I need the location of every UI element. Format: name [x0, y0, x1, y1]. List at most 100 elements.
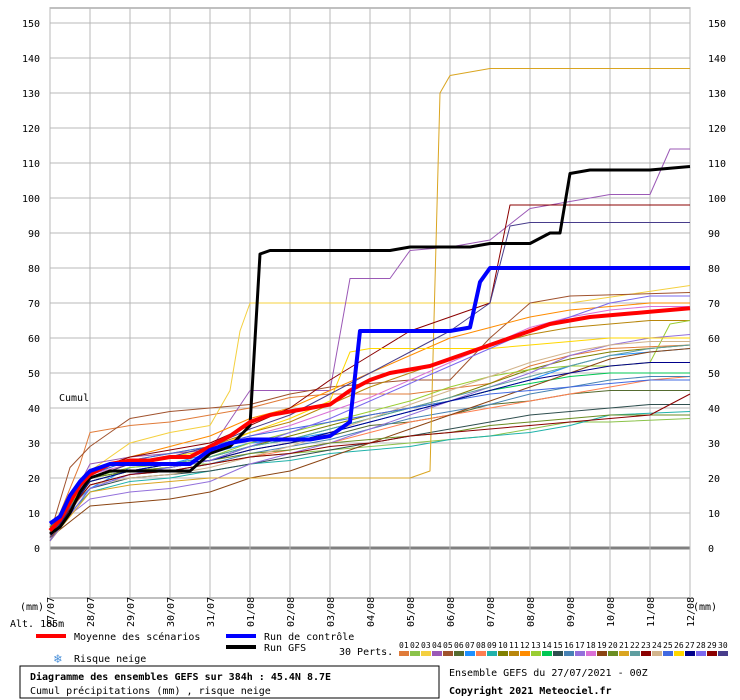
series-line-25 [49, 379, 690, 535]
y-tick-label-left: 30 [28, 439, 40, 450]
altitude-label: Alt. 185m [10, 619, 64, 630]
x-tick-label: 07/08 [486, 597, 497, 627]
series-line-23 [49, 204, 690, 531]
member-legend-swatch [542, 651, 552, 656]
member-legend-number: 28 [696, 641, 706, 650]
y-tick-label-left: 90 [28, 229, 40, 240]
y-tick-label-right: 70 [708, 299, 720, 310]
member-legend-number: 07 [465, 641, 475, 650]
member-legend-swatch [553, 651, 563, 656]
member-legend-swatch [707, 651, 717, 656]
legend-perts-label: 30 Perts. [339, 647, 393, 658]
member-legend-number: 09 [487, 641, 497, 650]
member-legend-swatch [443, 651, 453, 656]
copyright: Copyright 2021 Meteociel.fr [449, 685, 612, 697]
y-tick-label-right: 130 [708, 89, 726, 100]
y-tick-label-left: 0 [34, 544, 40, 555]
member-legend-swatch [564, 651, 574, 656]
info-box [19, 665, 440, 699]
member-legend-swatch [509, 651, 519, 656]
y-tick-label-right: 120 [708, 124, 726, 135]
member-legend-swatch [586, 651, 596, 656]
series-line-moyenne-des-sc-narios [48, 306, 691, 532]
y-tick-label-right: 50 [708, 369, 720, 380]
legend-control-label: Run de contrôle [264, 631, 354, 643]
x-tick-label: 02/08 [286, 597, 297, 627]
legend-gfs-label: Run GFS [264, 643, 306, 654]
x-tick-label: 06/08 [446, 597, 457, 627]
series-line-20 [49, 414, 690, 528]
member-legend-number: 12 [520, 641, 530, 650]
x-tick-label: 30/07 [166, 597, 177, 627]
member-legend-number: 22 [630, 641, 640, 650]
member-legend-swatch [410, 651, 420, 656]
member-legend-swatch [696, 651, 706, 656]
y-tick-label-right: 140 [708, 54, 726, 65]
member-legend-number: 26 [674, 641, 684, 650]
x-tick-label: 08/08 [526, 597, 537, 627]
y-tick-label-right: 0 [708, 544, 714, 555]
series-line-04 [49, 148, 690, 542]
y-tick-label-right: 40 [708, 404, 720, 415]
member-legend-number: 16 [564, 641, 574, 650]
member-legend-swatch [608, 651, 618, 656]
member-legend-number: 17 [575, 641, 585, 650]
series-line-05 [49, 292, 691, 535]
snowflake-icon: ❄ [53, 652, 62, 667]
x-tick-label: 11/08 [646, 597, 657, 627]
member-legend-swatch [487, 651, 497, 656]
member-legend-swatch [685, 651, 695, 656]
series-line-01 [49, 344, 691, 538]
member-legend-swatch [399, 651, 409, 656]
y-tick-label-right: 30 [708, 439, 720, 450]
member-legend-number: 20 [608, 641, 618, 650]
x-tick-label: 09/08 [566, 597, 577, 627]
member-legend-number: 18 [586, 641, 596, 650]
y-tick-label-right: 150 [708, 19, 726, 30]
series-line-run-de-contr-le [48, 266, 690, 526]
y-tick-label-left: 130 [22, 89, 40, 100]
member-legend-swatch [652, 651, 662, 656]
series-line-21 [49, 68, 690, 542]
y-tick-label-left: 80 [28, 264, 40, 275]
member-legend-number: 01 [399, 641, 409, 650]
y-tick-label-left: 60 [28, 334, 40, 345]
y-tick-label-left: 100 [22, 194, 40, 205]
member-legend-swatch [641, 651, 651, 656]
member-legend-number: 23 [641, 641, 651, 650]
y-tick-label-left: 50 [28, 369, 40, 380]
y-tick-label-right: 100 [708, 194, 726, 205]
member-legend: 01 02 03 04 05 06 07 08 09 10 11 12 13 14 15 16 17 18 19 20… [399, 641, 728, 656]
member-legend-swatch [531, 651, 541, 656]
x-tick-label: 03/08 [326, 597, 337, 627]
member-legend-swatch [674, 651, 684, 656]
member-legend-number: 25 [663, 641, 673, 650]
y-tick-label-left: 120 [22, 124, 40, 135]
member-legend-swatch [465, 651, 475, 656]
x-tick-label: 01/08 [246, 597, 257, 627]
y-tick-label-right: 20 [708, 474, 720, 485]
member-legend-number: 27 [685, 641, 695, 650]
series-line-27 [49, 362, 690, 538]
y-tick-label-right: 10 [708, 509, 720, 520]
member-legend-number: 02 [410, 641, 420, 650]
member-legend-number: 15 [553, 641, 563, 650]
member-legend-number: 11 [509, 641, 519, 650]
member-legend-number: 10 [498, 641, 508, 650]
x-tick-label: 05/08 [406, 597, 417, 627]
y-tick-label-right: 80 [708, 264, 720, 275]
series-line-24 [49, 341, 690, 538]
member-legend-swatch [630, 651, 640, 656]
series-lines [48, 68, 691, 542]
member-legend-number: 13 [531, 641, 541, 650]
member-legend-swatch [432, 651, 442, 656]
run-info: Ensemble GEFS du 27/07/2021 - 00Z [449, 668, 648, 679]
y-tick-label-left: 40 [28, 404, 40, 415]
member-legend-number: 06 [454, 641, 464, 650]
y-tick-label-left: 110 [22, 159, 40, 170]
y-axis-labels: 0 0 10 10 20 20 30 30 40 40 50 50 60 60 70 70 80 80 90 90 10… [22, 19, 726, 555]
member-legend-swatch [421, 651, 431, 656]
member-legend-swatch [575, 651, 585, 656]
y-tick-label-right: 60 [708, 334, 720, 345]
